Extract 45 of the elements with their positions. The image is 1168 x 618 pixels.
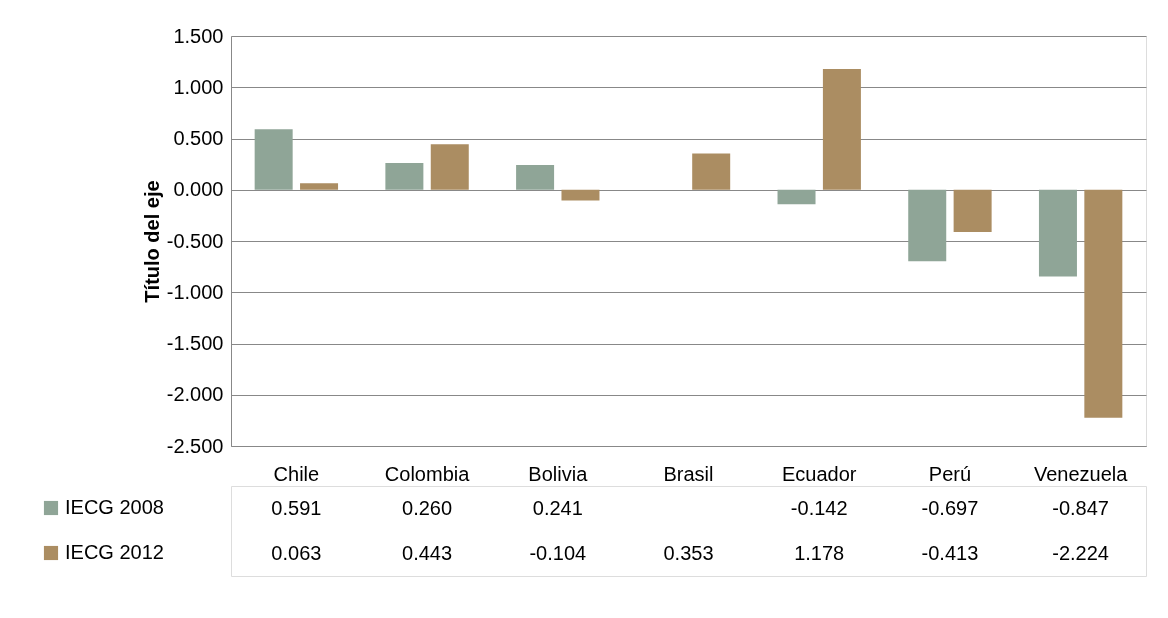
data-label: 0.353: [663, 541, 714, 564]
data-label: 0.591: [271, 496, 322, 519]
data-label: 0.241: [532, 496, 583, 519]
x-tick-label: Ecuador: [781, 462, 857, 485]
data-label: -0.142: [790, 496, 848, 519]
legend-label: IECG 2008: [65, 496, 164, 518]
data-label: -0.847: [1052, 496, 1109, 519]
bar: [953, 189, 992, 233]
x-tick-label: Perú: [928, 462, 972, 485]
data-label: 1.178: [794, 541, 845, 564]
x-tick-label: Venezuela: [1033, 462, 1129, 485]
y-tick-label: 0.000: [173, 178, 224, 201]
y-tick-label: 0.500: [173, 127, 224, 149]
bar: [385, 163, 424, 190]
y-tick-label: 1.500: [173, 24, 224, 47]
bar: [430, 144, 469, 190]
y-tick-label: 1.000: [173, 75, 224, 98]
data-label: -2.224: [1052, 541, 1109, 564]
x-tick-label: Brasil: [663, 462, 714, 485]
bar: [300, 183, 339, 190]
y-tick-label: -2.500: [166, 434, 224, 457]
data-label: 0.443: [402, 541, 453, 564]
bar: [1084, 189, 1123, 418]
bar: [561, 189, 600, 201]
y-tick-label: -2.000: [166, 383, 224, 406]
data-label: 0.063: [271, 541, 322, 564]
y-axis-title: Título del eje: [140, 180, 163, 303]
bar: [777, 189, 816, 205]
bar: [516, 165, 555, 190]
bar: [908, 189, 947, 262]
x-tick-label: Chile: [273, 462, 320, 485]
y-tick-label: -1.000: [166, 280, 224, 303]
y-tick-label: -0.500: [166, 229, 224, 252]
data-label: -0.104: [529, 541, 587, 564]
legend-label: IECG 2012: [65, 541, 164, 563]
data-label: -0.697: [921, 496, 979, 519]
bar: [822, 69, 861, 190]
x-tick-label: Colombia: [384, 462, 471, 485]
bar: [692, 153, 731, 190]
x-tick-label: Bolivia: [528, 462, 589, 485]
y-tick-label: -1.500: [166, 332, 224, 354]
bar: [254, 129, 293, 190]
data-label: -0.413: [921, 541, 979, 564]
bar: [1038, 189, 1077, 277]
data-label: 0.260: [402, 496, 453, 519]
